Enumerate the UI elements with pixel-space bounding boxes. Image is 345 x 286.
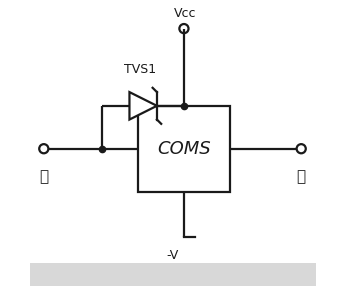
Polygon shape [129, 92, 157, 120]
Text: TVS1: TVS1 [124, 63, 156, 76]
Text: -V: -V [166, 249, 179, 262]
Bar [30, 263, 315, 286]
Text: 出: 出 [297, 169, 306, 184]
Text: COMS: COMS [157, 140, 211, 158]
Bar [138, 106, 230, 192]
Text: Vcc: Vcc [174, 7, 197, 20]
Text: 入: 入 [39, 169, 48, 184]
